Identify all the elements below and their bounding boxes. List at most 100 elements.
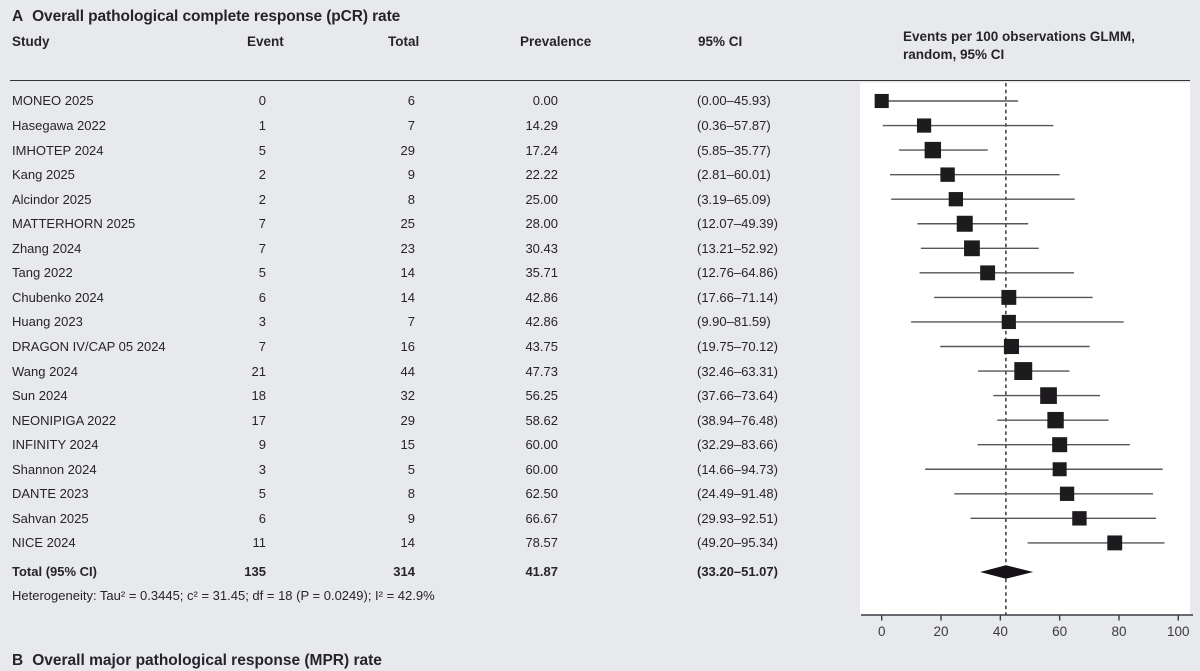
total-count: 7	[407, 118, 415, 134]
study-name: Chubenko 2024	[12, 289, 104, 305]
study-row: NICE 2024 11 14 78.57 (49.20–95.34)	[12, 531, 812, 556]
event-count: 5	[258, 265, 266, 281]
total-count: 5	[407, 461, 415, 477]
x-axis-tick-label: 0	[878, 624, 886, 639]
event-count: 6	[258, 289, 266, 305]
study-row: Alcindor 2025 2 8 25.00 (3.19–65.09)	[12, 187, 812, 212]
study-row: Shannon 2024 3 5 60.00 (14.66–94.73)	[12, 457, 812, 482]
total-count: 9	[407, 510, 415, 526]
event-count: 5	[258, 142, 266, 158]
study-name: Zhang 2024	[12, 240, 82, 256]
event-count: 0	[258, 93, 266, 109]
heterogeneity-note: Heterogeneity: Tau² = 0.3445; c² = 31.45…	[12, 588, 435, 603]
point-estimate-square	[1052, 437, 1068, 453]
ci-value: (3.19–65.09)	[697, 191, 771, 207]
prevalence-value: 60.00	[525, 437, 558, 453]
study-name: DANTE 2023	[12, 486, 89, 502]
plot-header-line1: Events per 100 observations GLMM,	[903, 29, 1135, 44]
study-name: NEONIPIGA 2022	[12, 412, 117, 428]
total-count: 14	[400, 265, 415, 281]
column-header-total: Total	[388, 34, 420, 49]
plot-header-line2: random, 95% CI	[903, 47, 1005, 62]
total-count: 14	[400, 289, 415, 305]
prevalence-value: 14.29	[525, 118, 558, 134]
point-estimate-square	[924, 141, 942, 159]
total-count: 32	[400, 388, 415, 404]
header-rule	[10, 80, 1190, 81]
study-row: Wang 2024 21 44 47.73 (32.46–63.31)	[12, 359, 812, 384]
event-count: 21	[251, 363, 266, 379]
total-count: 8	[407, 486, 415, 502]
event-count: 7	[258, 240, 266, 256]
total-count: 29	[400, 412, 415, 428]
study-name: Sahvan 2025	[12, 510, 89, 526]
point-estimate-square	[1107, 535, 1123, 551]
study-name: Sun 2024	[12, 388, 68, 404]
total-count: 14	[400, 535, 415, 551]
total-count: 23	[400, 240, 415, 256]
event-count: 9	[258, 437, 266, 453]
prevalence-value: 0.00	[532, 93, 558, 109]
ci-value: (38.94–76.48)	[697, 412, 778, 428]
plot-background	[860, 82, 1190, 615]
x-axis-tick-label: 80	[1111, 624, 1126, 639]
prevalence-value: 35.71	[525, 265, 558, 281]
study-name: Tang 2022	[12, 265, 73, 281]
prevalence-value: 28.00	[525, 216, 558, 232]
ci-value: (49.20–95.34)	[697, 535, 778, 551]
ci-value: (2.81–60.01)	[697, 167, 771, 183]
event-count: 7	[258, 216, 266, 232]
total-count: 15	[400, 437, 415, 453]
prevalence-value: 17.24	[525, 142, 558, 158]
ci-value: (5.85–35.77)	[697, 142, 771, 158]
plot-column-header: Events per 100 observations GLMM, random…	[903, 28, 1183, 64]
event-count: 11	[252, 535, 267, 551]
study-name: MATTERHORN 2025	[12, 216, 136, 232]
point-estimate-square	[916, 118, 932, 133]
x-axis-tick-label: 20	[934, 624, 949, 639]
panel-title: A Overall pathological complete response …	[12, 8, 400, 26]
point-estimate-square	[956, 215, 973, 232]
study-row: MATTERHORN 2025 7 25 28.00 (12.07–49.39)	[12, 211, 812, 236]
total-count: 7	[407, 314, 415, 330]
total-count: 44	[400, 363, 415, 379]
ci-value: (12.76–64.86)	[697, 265, 778, 281]
study-row: DRAGON IV/CAP 05 2024 7 16 43.75 (19.75–70.1…	[12, 334, 812, 359]
study-name: DRAGON IV/CAP 05 2024	[12, 338, 166, 354]
prevalence-value: 47.73	[525, 363, 558, 379]
prevalence-value: 66.67	[525, 510, 558, 526]
study-name: IMHOTEP 2024	[12, 142, 104, 158]
ci-value: (32.46–63.31)	[697, 363, 778, 379]
ci-value: (32.29–83.66)	[697, 437, 778, 453]
event-count: 3	[258, 461, 266, 477]
point-estimate-square	[1001, 314, 1016, 330]
total-count: 9	[407, 167, 415, 183]
next-panel-label: B	[12, 652, 24, 669]
next-panel-title-text: Overall major pathological response (MPR…	[32, 652, 382, 669]
prevalence-value: 30.43	[525, 240, 558, 256]
study-row: MONEO 2025 0 6 0.00 (0.00–45.93)	[12, 89, 812, 114]
column-header-prevalence: Prevalence	[520, 34, 592, 49]
ci-value: (19.75–70.12)	[697, 338, 778, 354]
study-name: Huang 2023	[12, 314, 83, 330]
study-row: Tang 2022 5 14 35.71 (12.76–64.86)	[12, 261, 812, 286]
event-count: 3	[258, 314, 266, 330]
event-count: 5	[258, 486, 266, 502]
point-estimate-square	[948, 192, 963, 207]
ci-value: (12.07–49.39)	[697, 216, 778, 232]
ci-value: (37.66–73.64)	[697, 388, 778, 404]
total-count: 314	[393, 564, 415, 580]
total-count: 29	[400, 142, 415, 158]
study-name: Hasegawa 2022	[12, 118, 106, 134]
study-row: Sahvan 2025 6 9 66.67 (29.93–92.51)	[12, 506, 812, 531]
column-header-ci: 95% CI	[698, 34, 743, 49]
total-count: 25	[400, 216, 415, 232]
study-row: NEONIPIGA 2022 17 29 58.62 (38.94–76.48)	[12, 408, 812, 433]
ci-value: (14.66–94.73)	[697, 461, 778, 477]
study-row: Sun 2024 18 32 56.25 (37.66–73.64)	[12, 383, 812, 408]
study-row: Chubenko 2024 6 14 42.86 (17.66–71.14)	[12, 285, 812, 310]
study-row: IMHOTEP 2024 5 29 17.24 (5.85–35.77)	[12, 138, 812, 163]
x-axis-tick-label: 40	[993, 624, 1008, 639]
total-row: Total (95% CI) 135 314 41.87 (33.20–51.07)	[12, 560, 812, 585]
prevalence-value: 62.50	[525, 486, 558, 502]
